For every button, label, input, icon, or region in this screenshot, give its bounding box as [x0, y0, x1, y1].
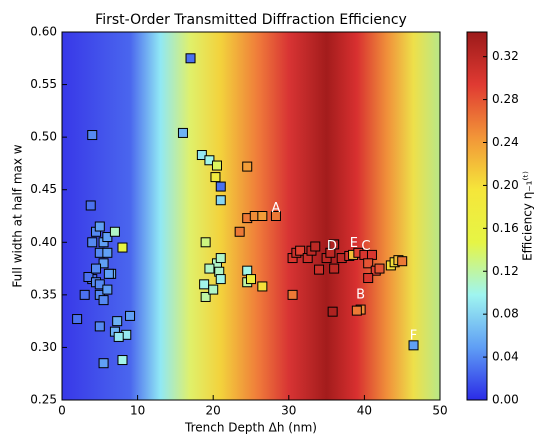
point — [327, 306, 338, 317]
x-tick-label: 10 — [130, 404, 145, 418]
x-tick-label: 30 — [281, 404, 296, 418]
point — [79, 289, 90, 300]
point — [117, 355, 128, 366]
colorbar-tick-label: 0.28 — [492, 92, 519, 106]
point — [94, 321, 105, 332]
point — [257, 211, 268, 221]
annotation: C — [361, 239, 370, 254]
point — [98, 295, 109, 306]
annotation: A — [271, 201, 280, 216]
point — [94, 279, 105, 290]
point — [109, 226, 120, 237]
point — [199, 279, 210, 290]
point — [117, 242, 128, 253]
point — [113, 331, 124, 342]
point — [215, 181, 226, 192]
y-tick-label: 0.35 — [30, 287, 57, 301]
point — [363, 258, 374, 269]
chart-title: First-Order Transmitted Diffraction Effi… — [95, 12, 407, 28]
x-tick-label: 20 — [206, 404, 221, 418]
y-tick-label: 0.60 — [30, 25, 57, 39]
y-axis-label: Full width at half max w — [11, 144, 25, 287]
point — [208, 284, 219, 295]
annotation: F — [410, 328, 417, 343]
point — [246, 274, 256, 285]
x-tick-label: 40 — [357, 404, 372, 418]
point — [85, 200, 96, 211]
point — [374, 263, 385, 274]
point — [200, 237, 211, 248]
y-tick-label: 0.55 — [30, 77, 57, 91]
y-tick-label: 0.40 — [30, 235, 57, 249]
point — [102, 247, 113, 258]
point — [408, 340, 419, 351]
colorbar-tick-label: 0.08 — [492, 307, 519, 321]
colorbar-tick-label: 0.24 — [492, 135, 519, 149]
y-tick-label: 0.50 — [30, 130, 57, 144]
point — [215, 253, 226, 264]
point — [257, 281, 268, 292]
point — [125, 310, 136, 321]
point — [83, 271, 94, 282]
point — [200, 291, 211, 302]
point — [98, 358, 109, 369]
point — [94, 221, 105, 232]
colorbar-tick-label: 0.00 — [492, 393, 519, 407]
point — [270, 211, 281, 221]
point — [177, 127, 188, 138]
colorbar-tick-label: 0.32 — [492, 49, 519, 63]
point — [351, 305, 362, 316]
colorbar — [466, 31, 488, 401]
point — [204, 155, 215, 166]
annotation: D — [327, 239, 337, 254]
colorbar-tick-label: 0.16 — [492, 221, 519, 235]
y-tick-label: 0.30 — [30, 340, 57, 354]
plot-frame — [61, 31, 441, 401]
point — [314, 264, 325, 275]
point — [242, 161, 253, 172]
point — [310, 241, 321, 252]
point — [196, 150, 207, 161]
point — [112, 316, 123, 327]
point — [87, 130, 98, 141]
point — [185, 53, 196, 64]
point — [103, 268, 114, 279]
annotation: E — [350, 236, 358, 251]
point — [72, 314, 83, 325]
point — [102, 232, 113, 243]
point — [397, 256, 408, 267]
point — [91, 263, 102, 274]
point — [204, 263, 215, 274]
colorbar-label: Efficiency η₋₁⁽ᵗ⁾ — [521, 171, 535, 261]
x-tick-label: 50 — [432, 404, 447, 418]
x-tick-label: 0 — [58, 404, 66, 418]
y-tick-label: 0.25 — [30, 393, 57, 407]
point — [329, 263, 340, 274]
colorbar-tick-label: 0.20 — [492, 178, 519, 192]
x-axis-label: Trench Depth Δh (nm) — [184, 421, 317, 435]
colorbar-tick-label: 0.04 — [492, 350, 519, 364]
point — [211, 160, 222, 171]
point — [329, 239, 340, 250]
point — [215, 195, 226, 206]
point — [210, 172, 221, 183]
point — [287, 289, 298, 300]
colorbar-tick-label: 0.12 — [492, 264, 519, 278]
point — [87, 237, 98, 248]
annotation: B — [356, 287, 365, 302]
point — [102, 284, 113, 295]
point — [98, 258, 109, 269]
point — [295, 245, 306, 256]
point — [363, 273, 374, 284]
y-tick-label: 0.45 — [30, 182, 57, 196]
point — [215, 274, 226, 285]
point — [234, 226, 245, 237]
point — [242, 265, 253, 276]
